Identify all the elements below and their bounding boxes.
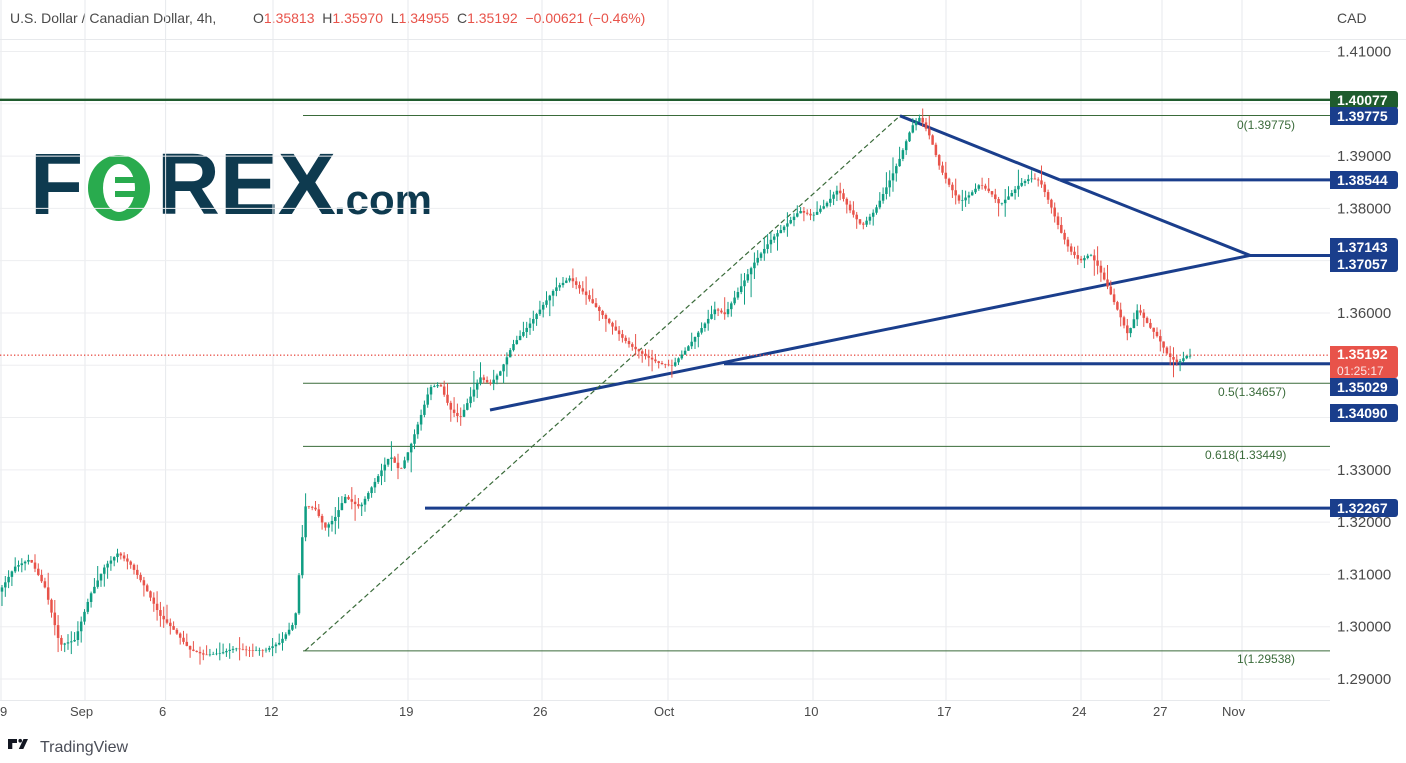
svg-text:1.33000: 1.33000 <box>1337 462 1391 479</box>
svg-text:1.41000: 1.41000 <box>1337 44 1391 61</box>
svg-text:1.36000: 1.36000 <box>1337 305 1391 322</box>
svg-text:1.39000: 1.39000 <box>1337 148 1391 165</box>
svg-text:1.30000: 1.30000 <box>1337 619 1391 636</box>
svg-text:1.31000: 1.31000 <box>1337 566 1391 583</box>
svg-text:1.29000: 1.29000 <box>1337 671 1391 688</box>
svg-text:1.38000: 1.38000 <box>1337 200 1391 217</box>
